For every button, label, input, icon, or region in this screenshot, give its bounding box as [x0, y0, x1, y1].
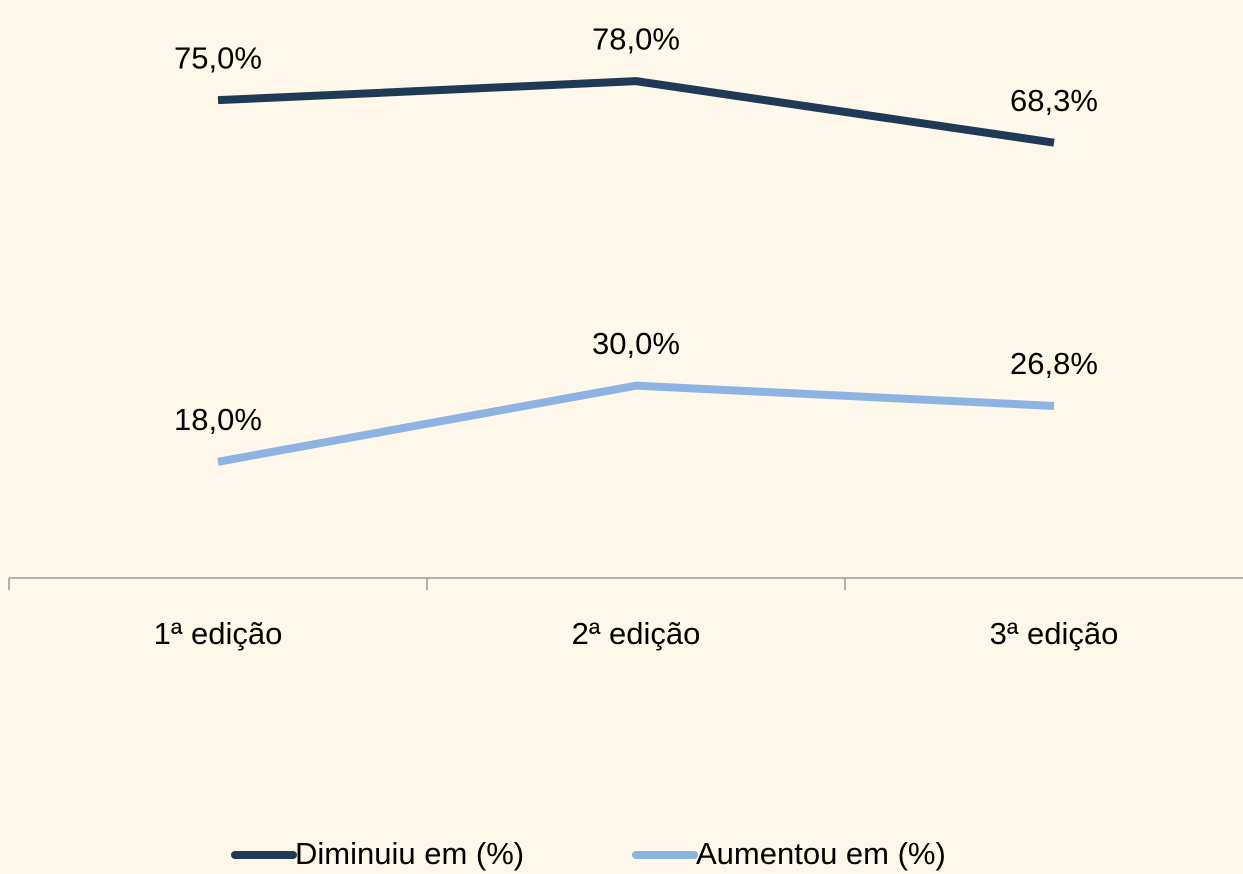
x-tick-label: 3ª edição — [990, 616, 1119, 651]
data-label: 30,0% — [592, 326, 680, 361]
x-tick-label: 1ª edição — [154, 616, 283, 651]
x-tick-label: 2ª edição — [572, 616, 701, 651]
data-label: 26,8% — [1010, 346, 1098, 381]
legend-label: Diminuiu em (%) — [295, 836, 524, 871]
line — [217, 77, 1055, 147]
data-label: 75,0% — [174, 40, 262, 75]
data-label: 68,3% — [1010, 83, 1098, 118]
line — [217, 381, 1055, 466]
data-label: 18,0% — [174, 402, 262, 437]
data-label: 78,0% — [592, 21, 680, 56]
legend-label: Aumentou em (%) — [696, 836, 946, 871]
